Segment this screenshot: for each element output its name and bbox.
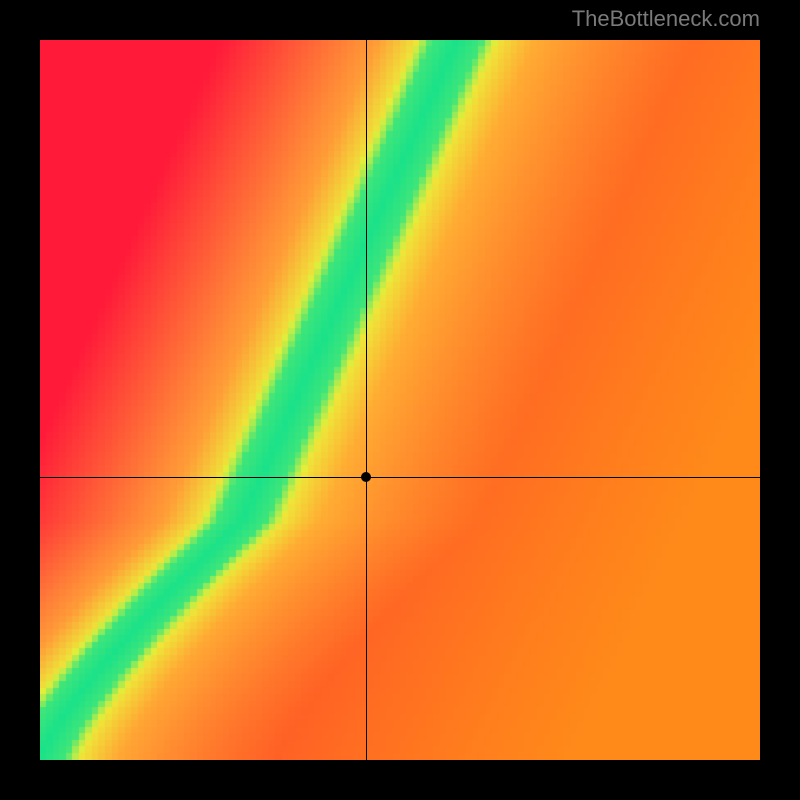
- crosshair-vertical: [366, 40, 367, 760]
- chart-container: TheBottleneck.com: [0, 0, 800, 800]
- heatmap-canvas: [40, 40, 760, 760]
- plot-area: [40, 40, 760, 760]
- watermark-text: TheBottleneck.com: [572, 6, 760, 32]
- marker-dot: [361, 472, 371, 482]
- crosshair-horizontal: [40, 477, 760, 478]
